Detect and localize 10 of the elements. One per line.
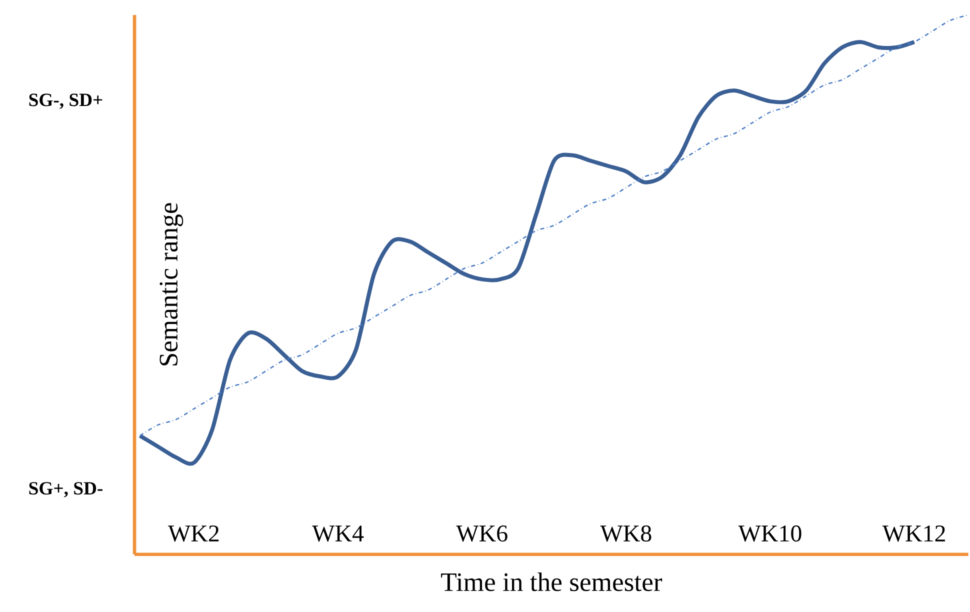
- y-axis-title: Semantic range: [160, 202, 184, 366]
- text: SG-, SD+: [29, 94, 102, 109]
- x-tick-label: WK4: [312, 525, 364, 542]
- x-axis-title: Time in the semester: [441, 572, 662, 592]
- text: SG+, SD-: [29, 482, 103, 498]
- x-tick-label: WK2: [168, 525, 219, 542]
- x-tick-label: WK6: [456, 525, 508, 542]
- x-tick-label: WK10: [738, 525, 802, 542]
- x-tick-label: WK8: [600, 525, 652, 542]
- x-tick-label: WK12: [882, 525, 945, 542]
